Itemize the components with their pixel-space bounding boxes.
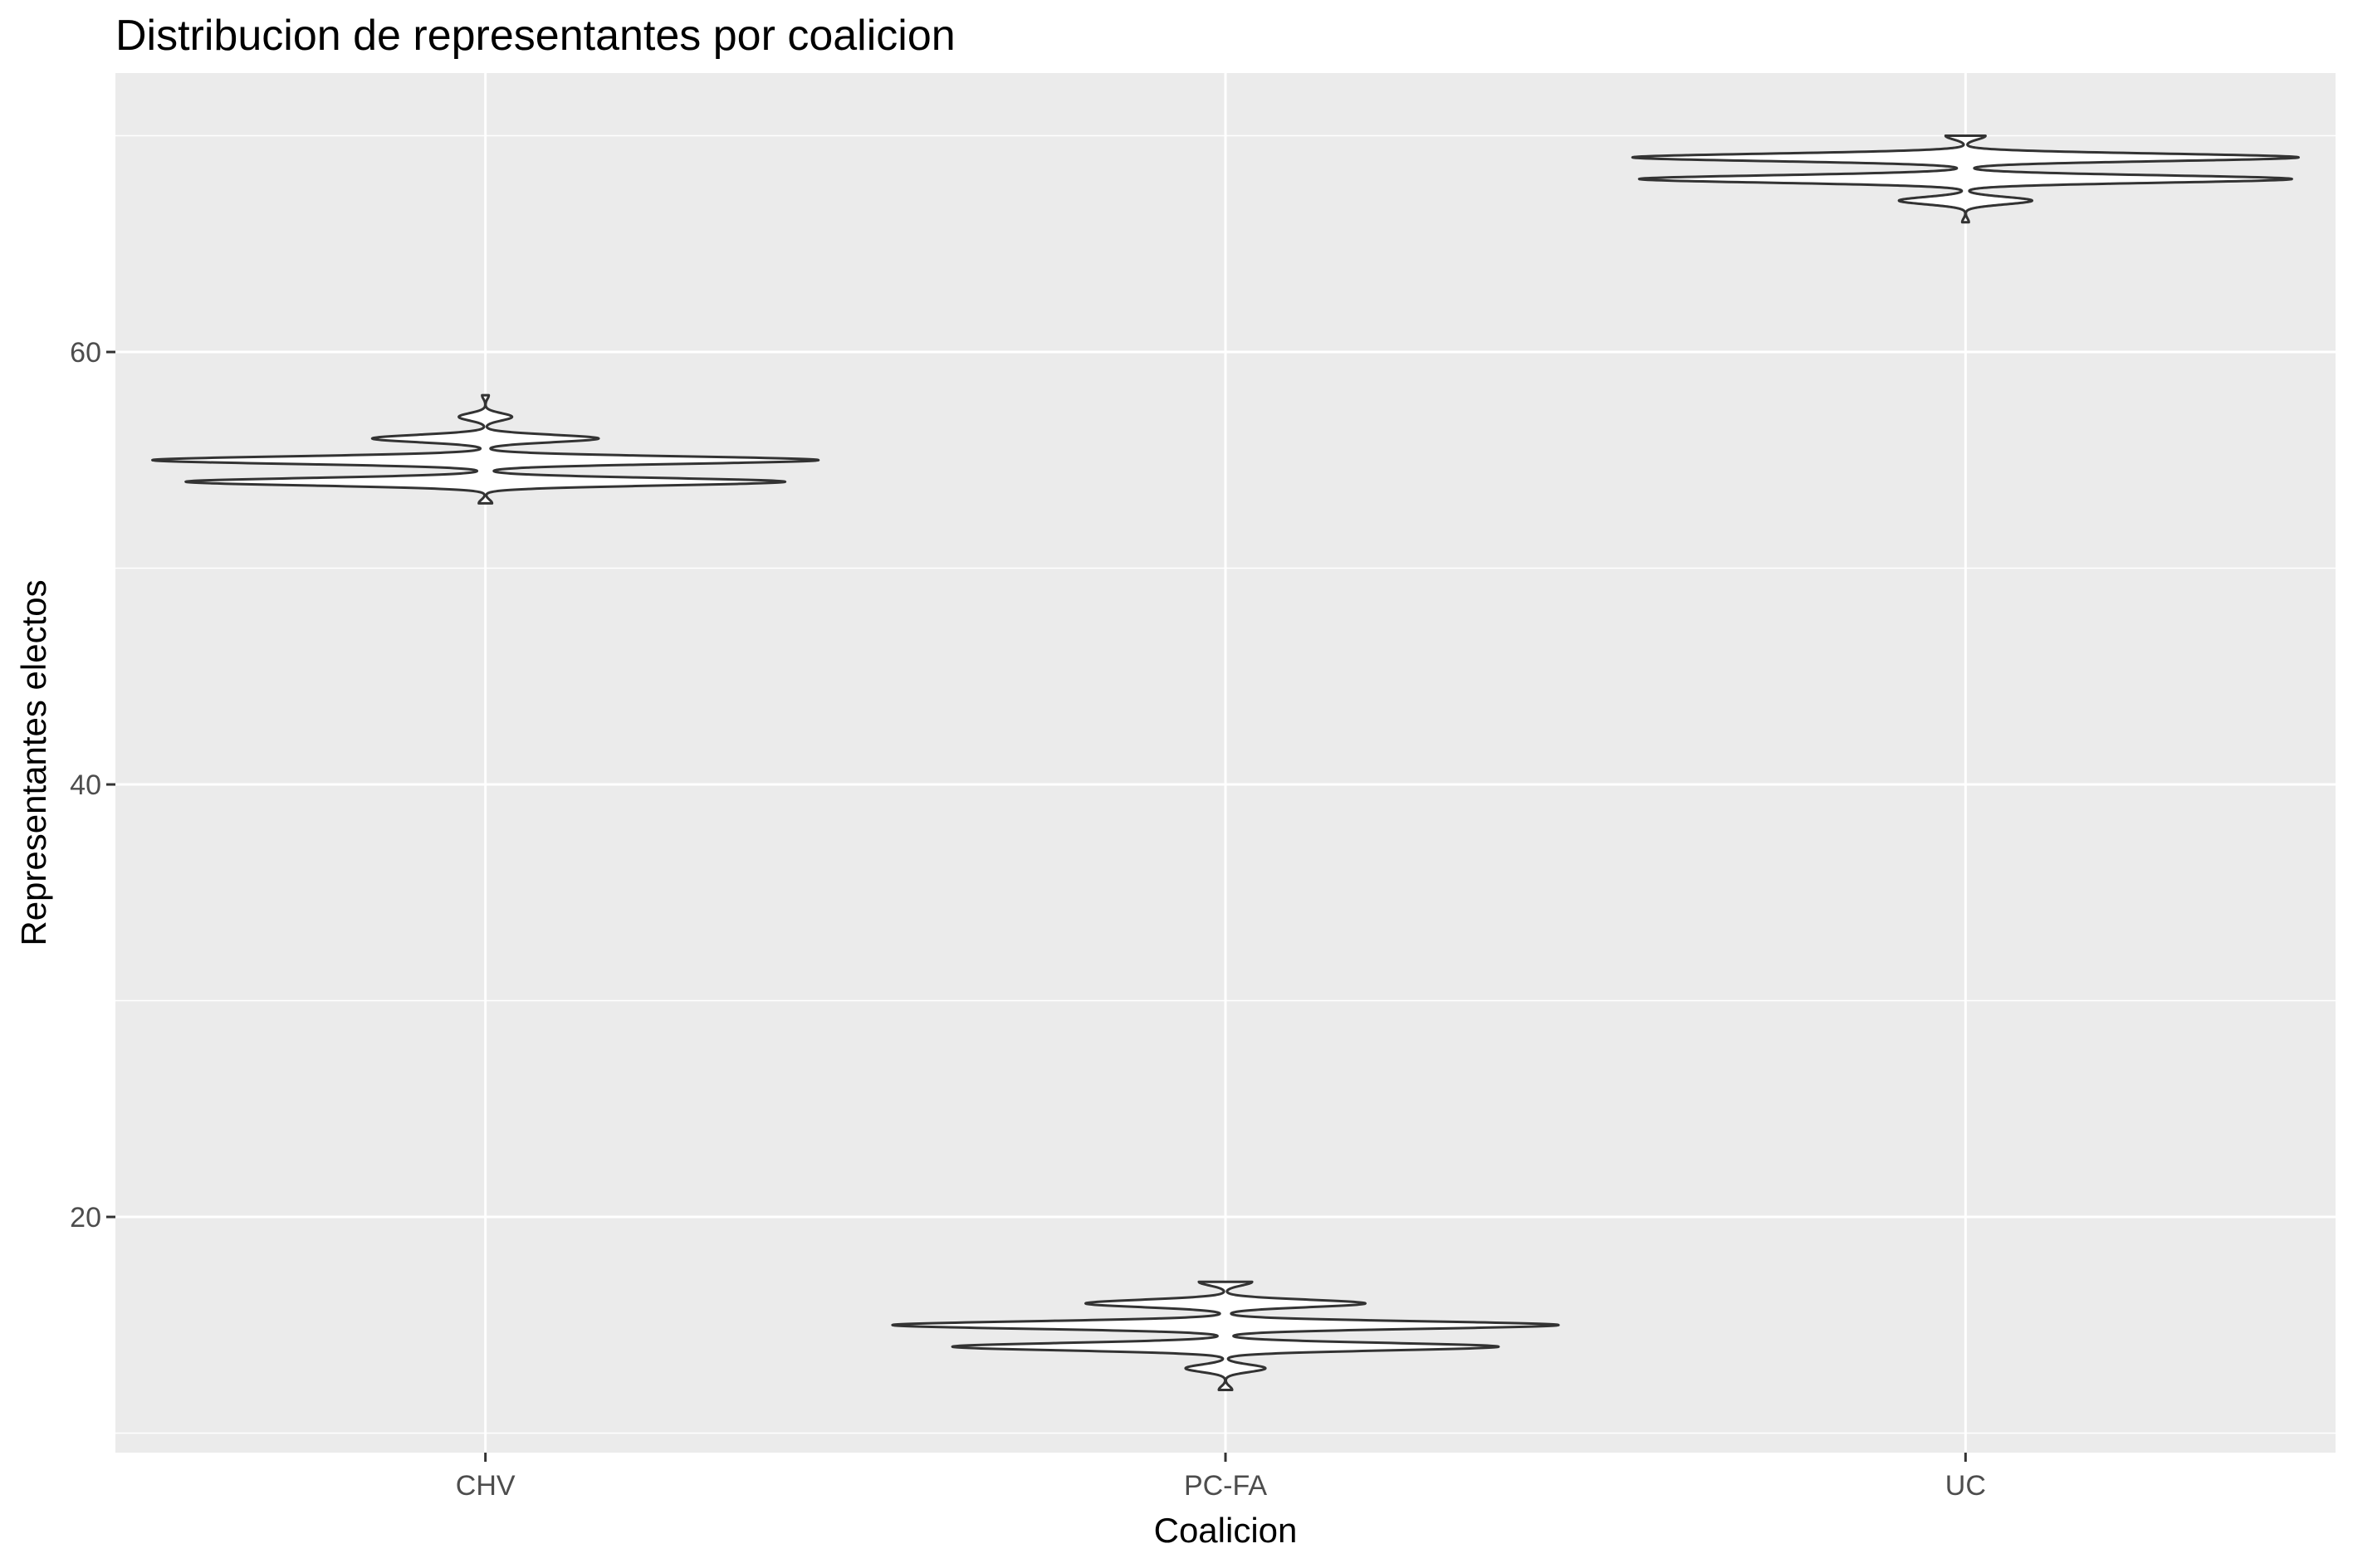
violins bbox=[151, 134, 2300, 1391]
major-gridlines bbox=[115, 73, 2336, 1453]
y-tick-label: 60 bbox=[70, 337, 101, 369]
violin-chv bbox=[151, 393, 820, 505]
x-tick-label: UC bbox=[1945, 1470, 1986, 1502]
y-tick-label: 40 bbox=[70, 769, 101, 801]
violin-uc bbox=[1631, 134, 2300, 224]
y-axis: 20 40 60 bbox=[70, 337, 115, 1233]
y-tick-label: 20 bbox=[70, 1202, 101, 1233]
violin-pc-fa bbox=[891, 1280, 1560, 1391]
x-tick-label: PC-FA bbox=[1184, 1470, 1267, 1502]
x-axis-title: Coalicion bbox=[1154, 1511, 1298, 1550]
chart-title: Distribucion de representantes por coali… bbox=[115, 12, 956, 60]
x-tick-label: CHV bbox=[456, 1470, 516, 1502]
x-axis: CHV PC-FA UC bbox=[456, 1453, 1986, 1502]
y-axis-title: Representantes electos bbox=[14, 579, 53, 945]
